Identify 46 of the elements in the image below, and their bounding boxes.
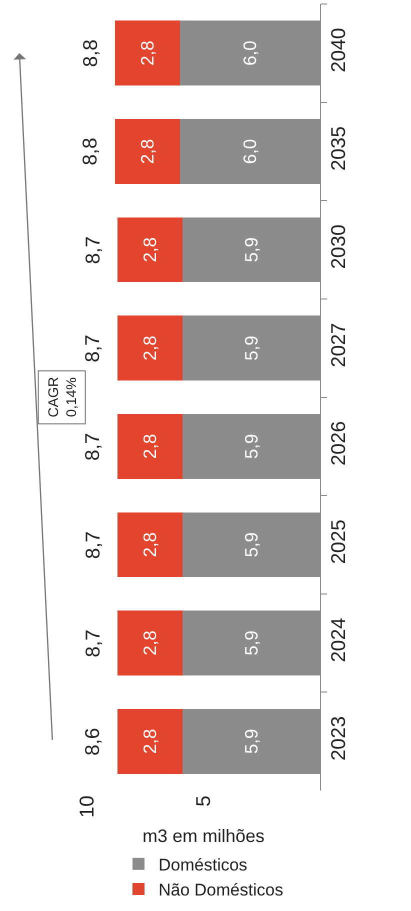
total-label: 8,7: [82, 432, 104, 461]
x-tick-label: 5: [193, 796, 215, 807]
data-label: 2,8: [140, 336, 160, 361]
data-label: 2,8: [140, 630, 160, 656]
bar: [117, 610, 183, 676]
total-label: 8,8: [80, 39, 102, 68]
bar: [117, 512, 183, 578]
y-tick-label: 2035: [328, 126, 350, 171]
total-label: 8,8: [79, 138, 102, 166]
x-tick-label: 10: [76, 796, 98, 818]
y-tick-label: 2023: [328, 716, 350, 761]
text: CAGR 0,14%: [44, 376, 80, 418]
data-label: 5,9: [241, 532, 262, 558]
bar: [117, 217, 183, 282]
bar: [114, 20, 180, 86]
total-label: 8,7: [82, 334, 104, 362]
data-label: 2,8: [140, 434, 160, 459]
data-label: 5,9: [241, 237, 262, 262]
data-label: 5,9: [241, 336, 262, 361]
data-label: 2,8: [140, 532, 160, 558]
y-tick-label: 2027: [328, 322, 350, 368]
y-tick-label: 2030: [328, 224, 350, 270]
data-label: 2,8: [140, 237, 160, 262]
data-label: 2,8: [138, 40, 158, 66]
y-tick-label: 2024: [328, 618, 350, 662]
total-label: 8,7: [82, 236, 105, 264]
data-label: 2,8: [140, 728, 160, 754]
legend-label: Domésticos: [158, 856, 248, 875]
total-label: 8,7: [82, 531, 105, 560]
y-tick-label: 2025: [328, 519, 350, 564]
data-label: 6,0: [240, 138, 260, 164]
data-label: 5,9: [241, 434, 262, 459]
data-label: 6,0: [240, 40, 260, 66]
total-label: 8,7: [82, 630, 104, 658]
data-label: 5,9: [241, 728, 262, 754]
legend-label: Não Domésticos: [158, 880, 284, 900]
data-label: 5,9: [241, 630, 262, 656]
x-axis-title: m3 em milhões: [142, 826, 265, 846]
bar: [117, 708, 183, 774]
bar: [117, 414, 183, 479]
total-label: 8,6: [82, 728, 104, 756]
bar: [114, 119, 180, 184]
y-tick-label: 2026: [328, 421, 350, 466]
y-tick-label: 2040: [328, 28, 350, 72]
bar: [117, 316, 183, 381]
data-label: 2,8: [138, 138, 158, 164]
